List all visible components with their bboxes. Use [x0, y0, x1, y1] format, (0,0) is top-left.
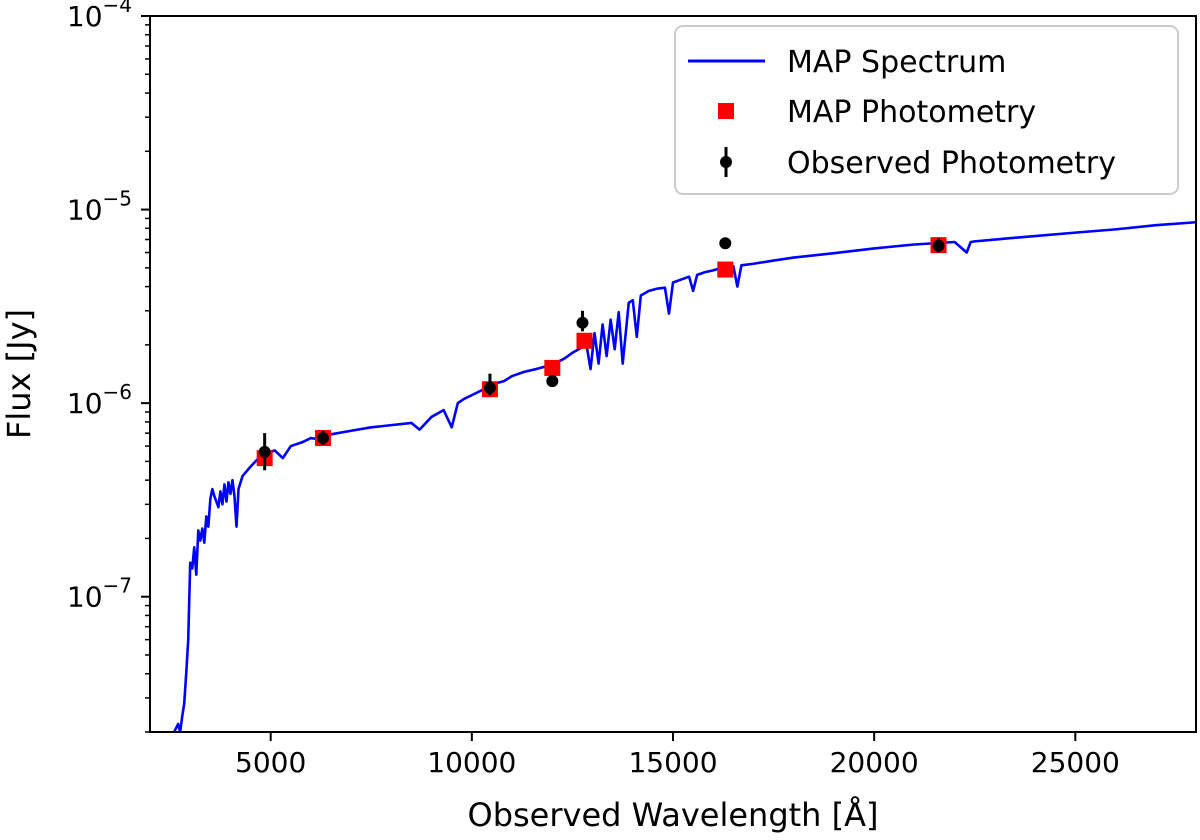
legend-label-map-spectrum: MAP Spectrum: [787, 45, 1006, 80]
legend-circle-swatch: [720, 156, 732, 168]
observed-photometry-point: [719, 237, 732, 250]
y-tick-exponent: −7: [103, 574, 132, 598]
observed-photometry-point: [258, 445, 271, 458]
y-tick-base: 10: [67, 194, 103, 227]
observed-photometry-point: [576, 316, 589, 329]
legend-square-swatch: [718, 103, 734, 119]
y-tick-base: 10: [67, 0, 103, 33]
y-tick-label: 10−7: [67, 574, 132, 614]
y-tick-base: 10: [67, 581, 103, 614]
y-tick-exponent: −5: [103, 187, 132, 211]
legend-label-map-photometry: MAP Photometry: [787, 95, 1036, 130]
observed-photometry-point: [932, 239, 945, 252]
y-axis-title: Flux [Jy]: [0, 309, 38, 439]
x-axis-title: Observed Wavelength [Å]: [468, 796, 879, 834]
plot-area: [172, 220, 1196, 732]
y-axis: 10−710−610−510−4: [67, 0, 150, 733]
series-layer: [172, 220, 1196, 732]
map-photometry-point: [717, 261, 734, 278]
legend-label-observed-photometry: Observed Photometry: [787, 146, 1116, 181]
x-axis: 5000 10000 15000 20000 25000: [235, 732, 1120, 779]
map-photometry-point: [544, 359, 561, 376]
y-tick-exponent: −4: [103, 0, 132, 17]
x-tick-label: 5000: [235, 746, 306, 779]
x-tick-label: 20000: [830, 746, 919, 779]
map-photometry-point: [576, 332, 593, 349]
x-tick-label: 25000: [1031, 746, 1120, 779]
observed-photometry-point: [483, 381, 496, 394]
y-tick-label: 10−4: [67, 0, 132, 33]
observed-photometry-point: [546, 375, 559, 388]
y-tick-label: 10−6: [67, 380, 132, 420]
x-tick-label: 10000: [427, 746, 516, 779]
legend: MAP Spectrum MAP Photometry Observed Pho…: [674, 25, 1179, 195]
y-tick-exponent: −6: [103, 380, 132, 404]
x-tick-label: 15000: [628, 746, 717, 779]
observed-photometry-point: [316, 432, 329, 445]
y-tick-base: 10: [67, 387, 103, 420]
y-tick-label: 10−5: [67, 187, 132, 227]
legend-frame: [674, 25, 1179, 195]
